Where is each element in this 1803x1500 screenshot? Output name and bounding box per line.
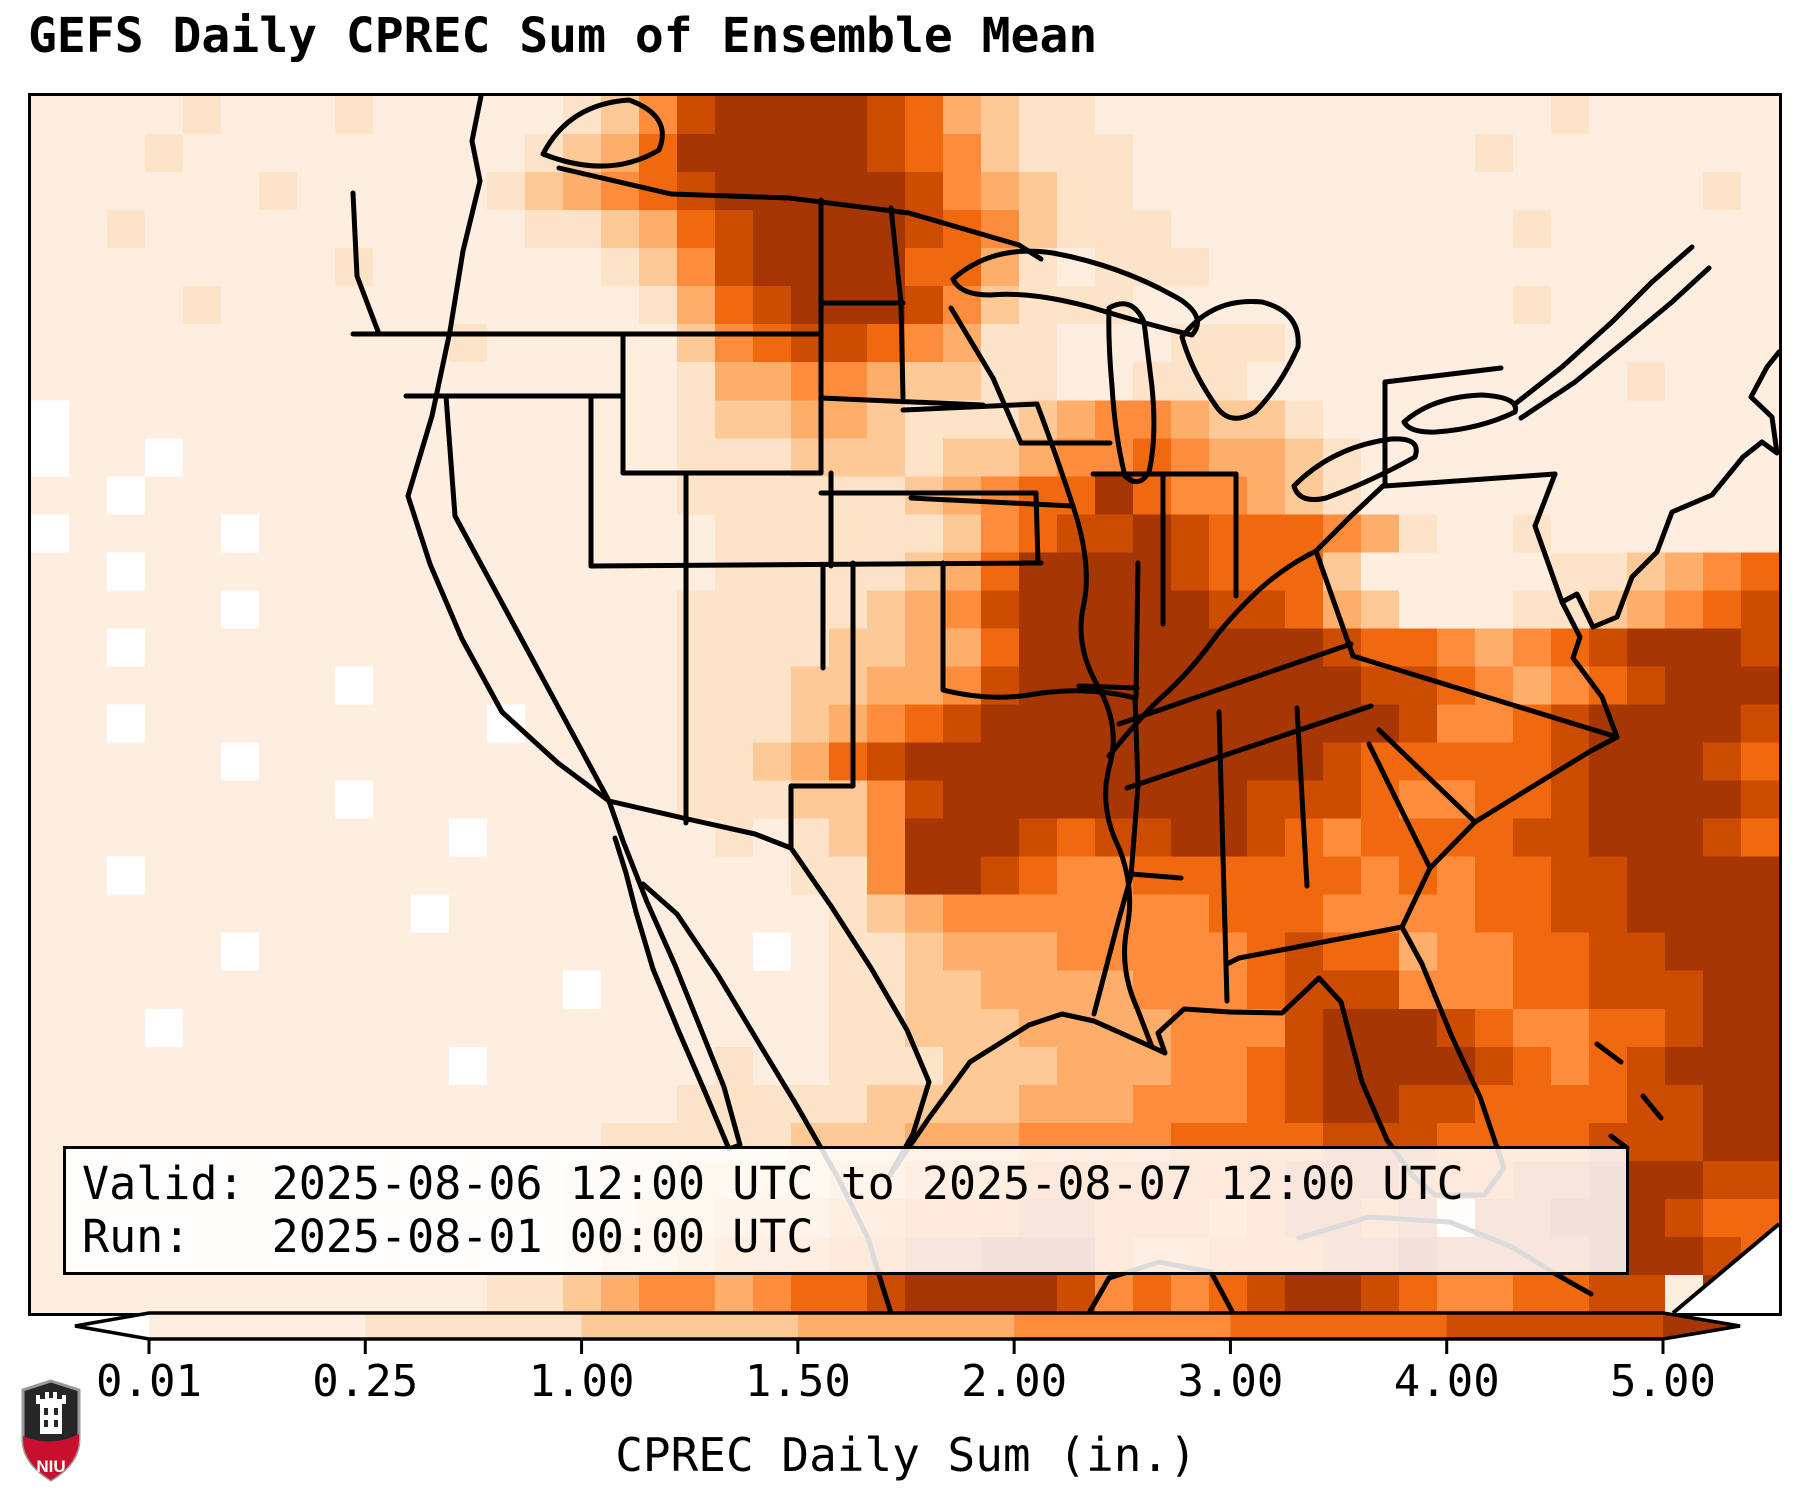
colorbar-tick-label: 5.00: [1610, 1356, 1716, 1407]
colorbar-tick-label: 1.50: [744, 1356, 851, 1407]
colorbar-under-arrow: [75, 1313, 149, 1339]
logo-castle-icon: [36, 1392, 66, 1404]
colorbar-segment: [1446, 1313, 1664, 1339]
map-borders-svg: [350, 96, 1779, 1313]
colorbar-segment: [1014, 1313, 1232, 1339]
colorbar-ticks: [147, 1339, 1665, 1354]
colorbar-segments: [149, 1313, 1664, 1339]
colorbar: [74, 1311, 1741, 1354]
info-box: Valid: 2025-08-06 12:00 UTC to 2025-08-0…: [63, 1146, 1629, 1275]
colorbar-tick-label: 3.00: [1177, 1356, 1284, 1407]
colorbar-tick-label: 0.25: [312, 1356, 419, 1407]
logo-niu-text: NIU: [36, 1457, 65, 1476]
map-panel: Valid: 2025-08-06 12:00 UTC to 2025-08-0…: [28, 93, 1782, 1316]
colorbar-tick-label: 1.00: [528, 1356, 635, 1407]
colorbar-segment: [365, 1313, 583, 1339]
valid-time-text: Valid: 2025-08-06 12:00 UTC to 2025-08-0…: [82, 1157, 1464, 1210]
colorbar-tick-label: 0.01: [96, 1356, 202, 1407]
logo-castle-body: [40, 1404, 62, 1434]
colorbar-segment: [581, 1313, 799, 1339]
colorbar-segment: [149, 1313, 366, 1339]
colorbar-segment: [1230, 1313, 1448, 1339]
colorbar-segment: [797, 1313, 1015, 1339]
colorbar-over-arrow: [1663, 1313, 1740, 1339]
run-time-text: Run: 2025-08-01 00:00 UTC: [82, 1210, 814, 1263]
domain-edge-line: [1671, 1222, 1779, 1313]
precipitation-heatmap: [31, 96, 1779, 1313]
colorbar-tick-label: 2.00: [961, 1356, 1068, 1407]
colorbar-label: CPREC Daily Sum (in.): [615, 1428, 1197, 1482]
page-title: GEFS Daily CPREC Sum of Ensemble Mean: [28, 8, 1098, 64]
niu-logo-icon: NIU: [21, 1379, 81, 1482]
logo-red-band: [23, 1434, 79, 1480]
colorbar-tick-label: 4.00: [1393, 1356, 1500, 1407]
logo-castle-windows: [44, 1408, 58, 1427]
state-borders: [350, 96, 1779, 1313]
